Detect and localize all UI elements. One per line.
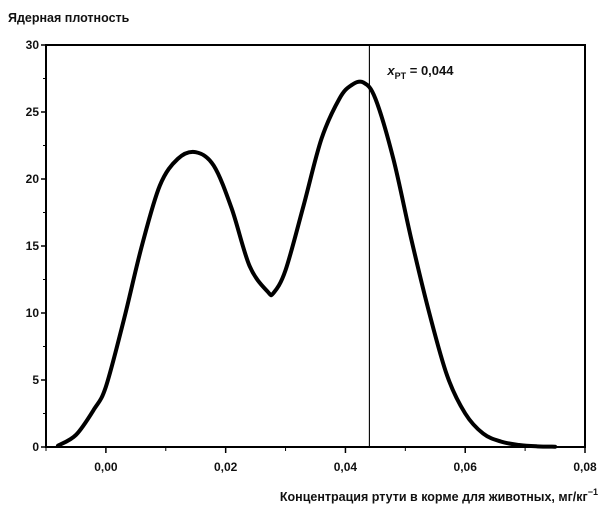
y-axis-ticks: 0 5 10 15 20 25 30 <box>26 38 46 454</box>
y-tick-label: 5 <box>32 373 39 387</box>
reference-vline-label: xPT = 0,044 <box>386 63 454 81</box>
y-tick-label: 15 <box>26 239 40 253</box>
plot-frame <box>45 44 586 448</box>
x-axis-ticks: 0,00 0,02 0,04 0,06 0,08 <box>45 447 597 474</box>
y-tick-label: 20 <box>26 172 40 186</box>
x-tick-label: 0,08 <box>573 460 597 474</box>
y-tick-label: 10 <box>26 306 40 320</box>
y-tick-label: 30 <box>26 38 40 52</box>
x-axis-title-text: Концентрация ртути в корме для животных,… <box>280 490 588 504</box>
x-tick-label: 0,06 <box>454 460 478 474</box>
x-axis-title: Концентрация ртути в корме для животных,… <box>280 487 598 504</box>
x-tick-label: 0,04 <box>334 460 358 474</box>
x-tick-label: 0,00 <box>94 460 118 474</box>
density-curve <box>55 79 558 449</box>
vline-label-sub: PT <box>395 71 407 81</box>
y-tick-label: 0 <box>32 440 39 454</box>
vline-label-main: x <box>386 63 395 78</box>
vline-label-rest: = 0,044 <box>406 63 454 78</box>
y-axis-title: Ядерная плотность <box>8 11 130 25</box>
x-tick-label: 0,02 <box>214 460 238 474</box>
y-tick-label: 25 <box>26 105 40 119</box>
x-axis-title-superscript: −1 <box>588 487 598 497</box>
